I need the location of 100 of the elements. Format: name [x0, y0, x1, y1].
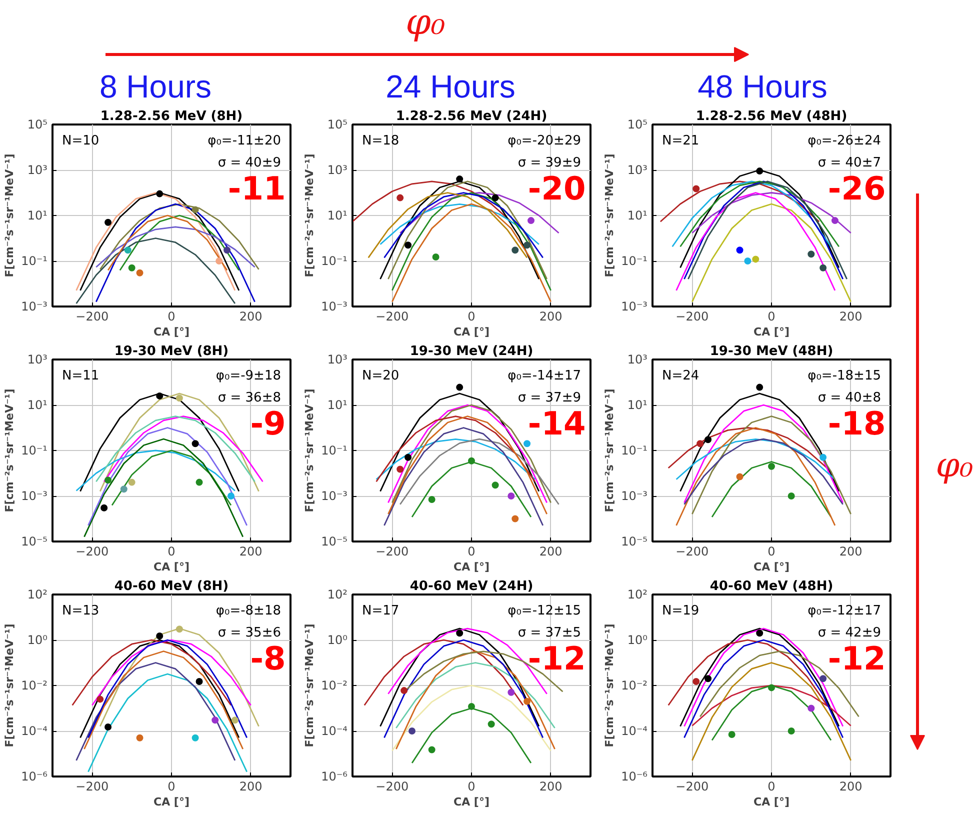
- y-axis-title: F[cm⁻²s⁻¹sr⁻¹MeV⁻¹]: [603, 388, 616, 512]
- x-tick-label: 0: [768, 544, 776, 558]
- x-tick-label: 200: [839, 310, 862, 324]
- x-tick-label: −200: [76, 780, 109, 794]
- y-axis-title: F[cm⁻²s⁻¹sr⁻¹MeV⁻¹]: [3, 154, 16, 278]
- annotation: σ = 36±8: [218, 390, 281, 406]
- annotation: -12: [828, 639, 886, 678]
- x-tick-label: 0: [768, 780, 776, 794]
- annotation: N=10: [62, 134, 100, 149]
- annotation: N=11: [62, 368, 100, 384]
- x-tick-label: 0: [468, 544, 476, 558]
- x-tick-label: 200: [239, 780, 262, 794]
- annotation: σ = 40±9: [218, 155, 281, 170]
- x-tick-label: 200: [539, 310, 562, 324]
- y-tick-label: 10⁰: [327, 633, 348, 647]
- annotation: φ₀=-26±24: [808, 134, 881, 149]
- chart-title: 1.28-2.56 MeV (24H): [396, 109, 548, 124]
- y-tick-label: 10⁻³: [21, 489, 48, 503]
- y-tick-label: 10⁰: [627, 633, 648, 647]
- y-tick-label: 10⁻¹: [621, 444, 648, 458]
- y-tick-label: 10⁻¹: [621, 254, 648, 268]
- x-tick-label: 0: [168, 544, 176, 558]
- text: φ₀: [936, 446, 974, 486]
- y-tick-label: 10⁻¹: [321, 254, 348, 268]
- y-tick-label: 10⁻⁶: [621, 770, 648, 784]
- y-tick-label: 10⁻⁴: [21, 724, 48, 738]
- annotation: -18: [828, 404, 886, 442]
- y-tick-label: 10⁻³: [621, 300, 648, 314]
- annotation: σ = 39±9: [518, 155, 581, 170]
- y-axis-title: F[cm⁻²s⁻¹sr⁻¹MeV⁻¹]: [603, 624, 616, 748]
- chart-title: 40-60 MeV (24H): [410, 579, 534, 594]
- text: φ₀: [406, 2, 446, 43]
- y-tick-label: 10⁻⁶: [321, 770, 348, 784]
- annotation: N=24: [662, 368, 700, 384]
- x-tick-label: 200: [539, 544, 562, 558]
- x-axis-title: CA [°]: [454, 560, 490, 574]
- y-tick-label: 10³: [327, 163, 348, 177]
- y-tick-label: 10⁻⁵: [621, 534, 648, 548]
- x-tick-label: −200: [676, 310, 709, 324]
- y-tick-label: 10⁻⁶: [21, 770, 48, 784]
- x-axis-title: CA [°]: [454, 326, 490, 338]
- x-tick-label: 0: [468, 310, 476, 324]
- x-axis-title: CA [°]: [454, 796, 490, 808]
- y-axis-title: F[cm⁻²s⁻¹sr⁻¹MeV⁻¹]: [3, 624, 16, 748]
- x-tick-label: −200: [76, 310, 109, 324]
- annotation: φ₀=-11±20: [208, 134, 281, 149]
- annotation: φ₀=-9±18: [216, 368, 281, 384]
- y-tick-label: 10⁻¹: [321, 444, 348, 458]
- x-tick-label: 0: [168, 310, 176, 324]
- x-tick-label: 0: [168, 780, 176, 794]
- x-tick-label: −200: [676, 780, 709, 794]
- y-tick-label: 10³: [627, 352, 648, 366]
- y-tick-label: 10⁰: [27, 633, 48, 647]
- annotation: -9: [250, 404, 286, 442]
- y-tick-label: 10⁻³: [21, 300, 48, 314]
- y-tick-label: 10¹: [327, 208, 348, 222]
- y-tick-label: 10¹: [327, 398, 348, 412]
- y-axis-title: F[cm⁻²s⁻¹sr⁻¹MeV⁻¹]: [3, 388, 16, 512]
- annotation: -20: [528, 169, 586, 208]
- chart-title: 19-30 MeV (24H): [410, 344, 534, 359]
- annotation: N=21: [662, 134, 700, 149]
- y-tick-label: 10³: [327, 352, 348, 366]
- y-tick-label: 10⁵: [627, 118, 648, 132]
- y-tick-label: 10¹: [27, 208, 48, 222]
- annotation: -11: [228, 169, 286, 208]
- annotation: σ = 40±8: [818, 390, 881, 406]
- y-tick-label: 10¹: [27, 398, 48, 412]
- y-tick-label: 10⁵: [27, 118, 48, 132]
- annotation: φ₀=-8±18: [216, 604, 281, 619]
- y-tick-label: 10³: [627, 163, 648, 177]
- annotation: φ₀=-12±17: [808, 604, 881, 619]
- x-tick-label: −200: [376, 544, 409, 558]
- x-axis-title: CA [°]: [754, 796, 790, 808]
- annotation: -8: [250, 639, 286, 678]
- annotation: φ₀=-12±15: [508, 604, 581, 619]
- y-tick-label: 10⁻⁴: [321, 724, 348, 738]
- y-tick-label: 10⁻¹: [21, 444, 48, 458]
- y-tick-label: 10³: [27, 163, 48, 177]
- text: 24 Hours: [386, 68, 516, 104]
- annotation: σ = 35±6: [218, 625, 281, 640]
- chart-title: 19-30 MeV (48H): [710, 344, 834, 359]
- y-axis-title: F[cm⁻²s⁻¹sr⁻¹MeV⁻¹]: [303, 624, 316, 748]
- y-tick-label: 10¹: [627, 208, 648, 222]
- y-axis-title: F[cm⁻²s⁻¹sr⁻¹MeV⁻¹]: [303, 154, 316, 278]
- y-tick-label: 10¹: [627, 398, 648, 412]
- x-tick-label: −200: [376, 780, 409, 794]
- x-axis-title: CA [°]: [754, 326, 790, 338]
- x-tick-label: 0: [768, 310, 776, 324]
- annotation: -26: [828, 169, 886, 208]
- y-tick-label: 10³: [27, 352, 48, 366]
- y-tick-label: 10²: [327, 588, 348, 602]
- annotation: σ = 37±5: [518, 625, 581, 640]
- chart-title: 19-30 MeV (8H): [114, 344, 229, 359]
- x-tick-label: −200: [76, 544, 109, 558]
- text: 48 Hours: [698, 68, 828, 104]
- chart-title: 40-60 MeV (8H): [114, 579, 229, 594]
- y-tick-label: 10⁻²: [321, 678, 348, 692]
- y-tick-label: 10²: [627, 588, 648, 602]
- y-tick-label: 10⁻²: [621, 678, 648, 692]
- y-tick-label: 10⁻⁵: [321, 534, 348, 548]
